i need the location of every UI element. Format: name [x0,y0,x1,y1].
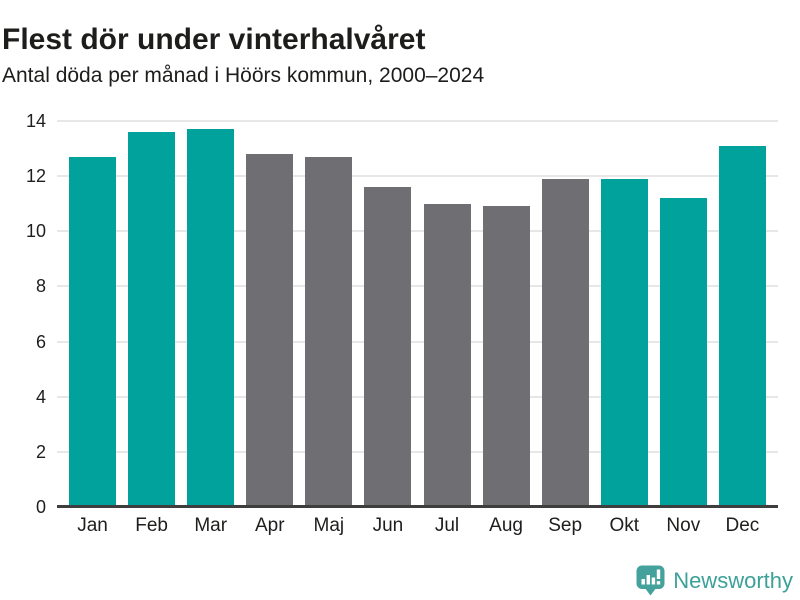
bar-sep [541,178,589,507]
bar-slot-feb [122,121,181,507]
bar-series [57,121,778,507]
gridlines [57,120,778,507]
bar-mar [187,129,235,507]
newsworthy-logo-icon [636,565,665,596]
x-tick-label-jul: Jul [434,515,460,536]
x-tick-label-okt: Okt [609,515,640,536]
bar-slot-aug [477,121,536,507]
bar-jan [69,156,117,507]
bar-dec [718,145,766,507]
x-tick-label-maj: Maj [313,515,345,536]
x-tick-label-sep: Sep [548,515,583,536]
bar-jul [423,203,471,507]
chart-title: Flest dör under vinterhalvåret [2,23,426,57]
bar-slot-nov [654,121,713,507]
x-axis-labels: Jan Feb Mar Apr Maj Jun Jul Aug Sep Okt Nov Dec [57,515,778,537]
bar-slot-okt [595,121,654,507]
bar-okt [600,178,648,507]
chart-subtitle: Antal döda per månad i Höörs kommun, 200… [2,64,485,87]
x-tick-label-aug: Aug [489,515,523,536]
x-tick-label-jun: Jun [372,515,404,536]
bar-feb [128,132,176,507]
bar-slot-jan [63,121,122,507]
bar-slot-apr [240,121,299,507]
bar-slot-sep [536,121,595,507]
bar-apr [246,154,294,507]
y-tick-label-12: 12 [25,166,46,187]
bar-slot-maj [299,121,358,507]
gridline-y12 [57,175,778,178]
y-axis-labels: 0 2 4 6 8 10 12 14 [0,111,46,517]
y-tick-label-4: 4 [35,386,46,407]
x-tick-label-dec: Dec [725,515,760,536]
bar-slot-dec [713,121,772,507]
y-tick-label-10: 10 [25,221,46,242]
brand-name: Newsworthy [673,567,793,593]
gridline-y8 [57,285,778,288]
y-tick-label-2: 2 [35,441,46,462]
brand-footer: Newsworthy [636,565,793,596]
y-tick-label-8: 8 [35,276,46,297]
plot-area [57,120,778,507]
bar-maj [305,156,353,507]
y-tick-label-0: 0 [35,497,46,517]
gridline-y14 [57,120,778,122]
y-tick-label-14: 14 [25,111,46,131]
bar-slot-mar [181,121,240,507]
gridline-y4 [57,395,778,398]
y-tick-label-6: 6 [35,331,46,352]
bar-slot-jul [417,121,476,507]
x-tick-label-apr: Apr [254,515,285,536]
bar-aug [482,206,530,507]
gridline-y6 [57,340,778,343]
x-tick-label-jan: Jan [77,515,108,536]
x-tick-label-nov: Nov [666,515,701,536]
bar-nov [659,198,707,507]
x-axis-line [57,505,778,508]
gridline-y2 [57,450,778,453]
gridline-y10 [57,230,778,233]
bar-jun [364,187,412,507]
bar-slot-jun [358,121,417,507]
x-tick-label-mar: Mar [194,515,228,536]
x-tick-label-feb: Feb [135,515,168,536]
